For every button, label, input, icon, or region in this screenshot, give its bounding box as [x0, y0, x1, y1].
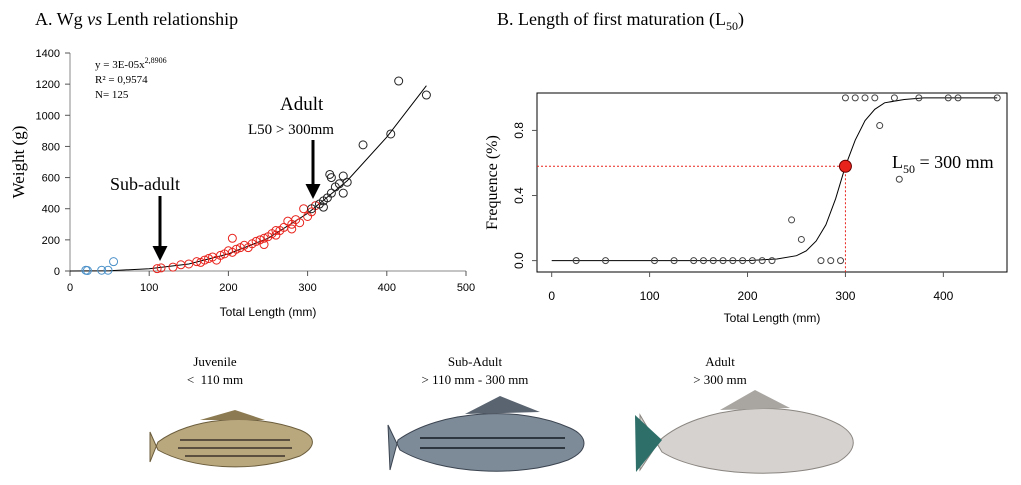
data-point: [838, 258, 844, 264]
text-part: L: [892, 152, 903, 172]
data-point: [110, 258, 118, 266]
x-tick-label: 300: [835, 289, 855, 303]
fish-juvenile: [150, 410, 312, 467]
x-tick-label: 0: [548, 289, 555, 303]
data-point: [828, 258, 834, 264]
fish-range: > 110 mm - 300 mm: [422, 372, 529, 387]
x-tick-label: 0: [67, 282, 73, 294]
data-point: [769, 258, 775, 264]
data-point: [789, 217, 795, 223]
l50-point: [839, 160, 851, 172]
data-point: [395, 77, 403, 85]
fish-stage: Sub-Adult: [448, 354, 503, 369]
x-tick-label: 500: [457, 282, 475, 294]
data-point: [359, 141, 367, 149]
fish-range: > 300 mm: [693, 372, 747, 387]
x-tick-label: 300: [298, 282, 316, 294]
y-tick-label: 0.0: [512, 252, 526, 269]
data-point: [422, 91, 430, 99]
y-axis-label: Frequence (%): [484, 135, 501, 230]
text-part: 50: [726, 19, 738, 33]
plot-frame: [537, 93, 1007, 272]
text-part: 2,8906: [145, 56, 167, 65]
data-point: [327, 174, 335, 182]
text-part: A. Wg: [35, 9, 87, 29]
figure: 0100200300400500020040060080010001200140…: [0, 0, 1021, 485]
data-point: [862, 95, 868, 101]
text-part: B. Length of first maturation (L: [497, 9, 726, 30]
data-point: [288, 225, 296, 233]
sample-size: N= 125: [95, 89, 129, 101]
l50-label: L50 = 300 mm: [892, 152, 994, 176]
data-point: [877, 123, 883, 129]
text-part: y = 3E-05x: [95, 59, 145, 71]
y-tick-label: 0.8: [512, 122, 526, 139]
y-tick-label: 1200: [36, 79, 60, 91]
x-tick-label: 200: [738, 289, 758, 303]
x-axis-label: Total Length (mm): [220, 305, 317, 319]
y-tick-label: 1000: [36, 110, 60, 122]
x-tick-label: 400: [933, 289, 953, 303]
fish-subadult: [388, 396, 584, 471]
y-tick-label: 200: [42, 235, 60, 247]
y-tick-label: 0: [54, 266, 60, 278]
fit-curve: [552, 98, 998, 261]
fish-range: < 110 mm: [187, 372, 243, 387]
text-part: = 300 mm: [915, 152, 994, 172]
data-point: [300, 205, 308, 213]
y-tick-label: 1400: [36, 48, 60, 60]
data-point: [891, 95, 897, 101]
annotation: Sub-adult: [110, 174, 180, 194]
data-point: [896, 176, 902, 182]
x-axis-label: Total Length (mm): [724, 311, 821, 325]
data-point: [169, 263, 177, 271]
fish-stage: Juvenile: [193, 354, 237, 369]
data-point: [228, 234, 236, 242]
y-tick-label: 800: [42, 141, 60, 153]
y-tick-label: 600: [42, 173, 60, 185]
data-point: [818, 258, 824, 264]
chart-title: A. Wg vs Lenth relationship: [35, 9, 238, 29]
equation: y = 3E-05x2,8906: [95, 56, 167, 71]
fish-stage: Adult: [705, 354, 735, 369]
text-part: ): [738, 9, 744, 30]
x-tick-label: 200: [219, 282, 237, 294]
data-point: [759, 258, 765, 264]
text-part: Lenth relationship: [102, 9, 238, 29]
data-point: [842, 95, 848, 101]
data-point: [339, 189, 347, 197]
chart-title: B. Length of first maturation (L50): [497, 9, 744, 33]
text-part: 50: [903, 162, 915, 176]
annotation: L50 > 300mm: [248, 122, 334, 138]
x-tick-label: 100: [140, 282, 158, 294]
data-point: [852, 95, 858, 101]
x-tick-label: 400: [378, 282, 396, 294]
page: {"chart_data": [ {"type": "scatter", "ti…: [0, 0, 1021, 485]
y-tick-label: 0.4: [512, 187, 526, 204]
y-tick-label: 400: [42, 204, 60, 216]
x-tick-label: 100: [640, 289, 660, 303]
data-point: [798, 236, 804, 242]
data-point: [343, 178, 351, 186]
text-part: vs: [87, 9, 102, 29]
fish-adult: [635, 390, 853, 473]
annotation: Adult: [280, 94, 324, 115]
y-axis-label: Weight (g): [9, 126, 28, 199]
r-squared: R² = 0,9574: [95, 74, 148, 86]
data-point: [872, 95, 878, 101]
